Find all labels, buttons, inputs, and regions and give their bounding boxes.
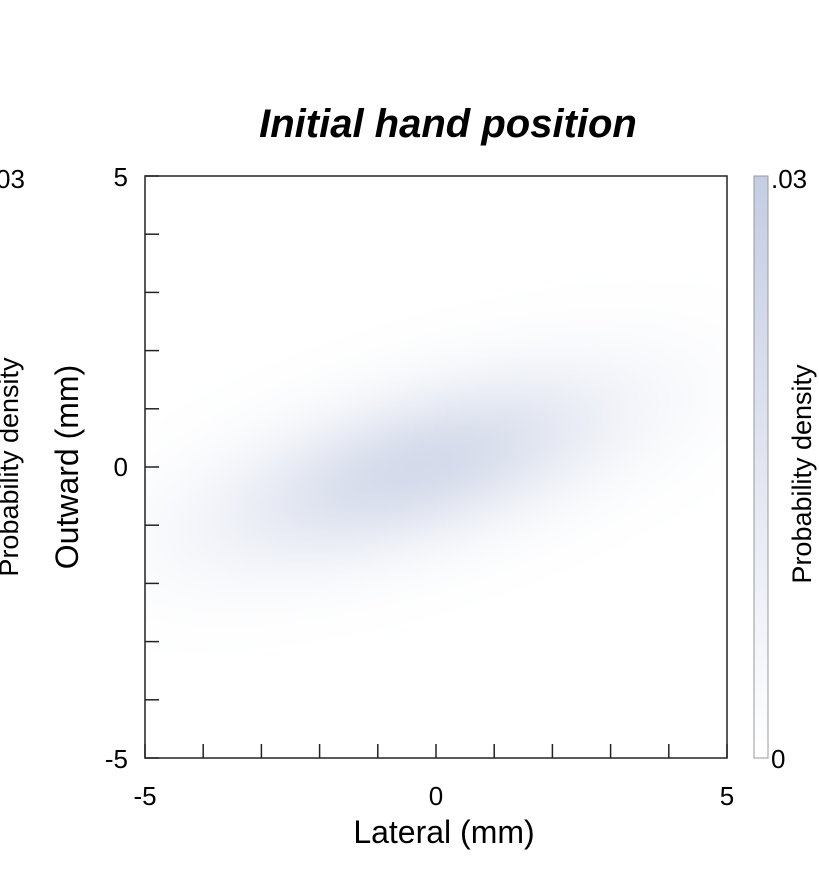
colorbar-max-label: .03 [771,164,807,194]
colorbar-label: Probability density [787,364,817,584]
y-tick-label-max: 5 [114,162,128,192]
x-axis-ticks [144,744,728,758]
chart-title: Initial hand position [259,102,637,146]
heatmap-image [145,176,727,758]
colorbar-min-label: 0 [771,744,785,774]
y-tick-label-mid: 0 [114,452,128,482]
x-axis-label: Lateral (mm) [353,814,534,850]
heatmap-area [145,176,727,758]
left-panel-tick-label: 03 [0,164,25,194]
y-axis-ticks [145,175,159,759]
x-tick-label-min: -5 [133,781,156,811]
x-tick-label-mid: 0 [429,781,443,811]
x-tick-label-max: 5 [720,781,734,811]
left-panel-ylabel: Probability density [0,357,24,577]
colorbar [753,175,769,759]
y-tick-label-min: -5 [105,744,128,774]
y-axis-label: Outward (mm) [49,365,85,569]
